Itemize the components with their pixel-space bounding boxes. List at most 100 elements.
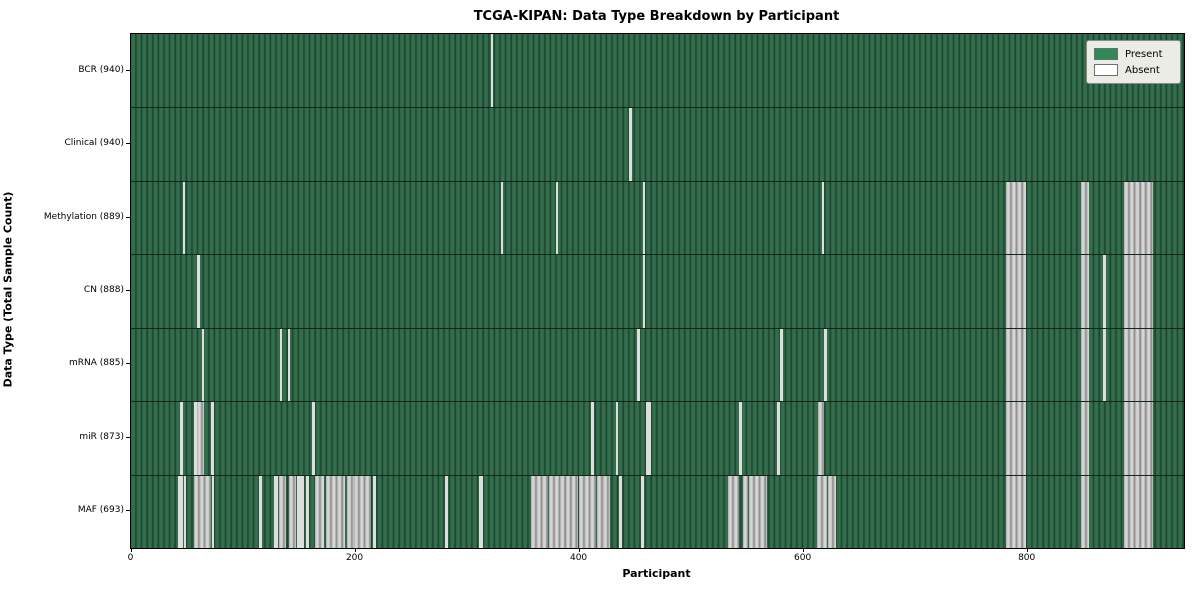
y-tick-mark — [126, 290, 130, 291]
absent-stripe — [742, 475, 749, 548]
absent-stripe — [1123, 181, 1153, 255]
data-row-maf — [131, 474, 1184, 548]
y-tick-mark — [126, 143, 130, 145]
absent-stripe — [548, 475, 578, 548]
absent-stripe — [500, 181, 503, 255]
plot-area — [130, 33, 1185, 549]
y-tick-mark — [126, 363, 130, 365]
legend: Present Absent — [1086, 40, 1181, 84]
absent-stripe — [201, 328, 204, 402]
absent-stripe — [824, 328, 827, 402]
absent-stripe — [555, 181, 558, 255]
absent-stripe — [637, 328, 640, 402]
absent-swatch-icon — [1094, 64, 1118, 76]
x-tick-mark — [578, 548, 580, 552]
absent-stripe — [372, 475, 377, 548]
absent-stripe — [1005, 181, 1027, 255]
absent-stripe — [1005, 402, 1027, 475]
absent-stripe — [1005, 475, 1027, 548]
absent-stripe — [178, 475, 183, 548]
absent-stripe — [1103, 328, 1106, 402]
y-tick-label: MAF (693) — [77, 505, 124, 516]
absent-stripe — [629, 108, 632, 181]
chart-title: TCGA-KIPAN: Data Type Breakdown by Parti… — [473, 9, 840, 24]
x-tick-label: 400 — [569, 553, 588, 563]
absent-stripe — [1080, 475, 1089, 548]
absent-stripe — [640, 475, 645, 548]
y-tick-label: miR (873) — [79, 431, 124, 442]
absent-stripe — [642, 181, 646, 255]
y-tick-mark — [126, 510, 130, 512]
absent-stripe — [347, 475, 354, 548]
legend-label-absent: Absent — [1125, 64, 1160, 76]
absent-stripe — [827, 475, 836, 548]
y-axis-title: Data Type (Total Sample Count) — [1, 191, 15, 388]
absent-stripe — [739, 402, 742, 475]
absent-stripe — [296, 475, 301, 548]
data-row-bcr — [131, 34, 1184, 108]
absent-stripe — [749, 475, 768, 548]
absent-stripe — [817, 402, 825, 475]
y-tick-label: CN (888) — [83, 285, 124, 295]
absent-stripe — [1123, 402, 1153, 475]
absent-stripe — [182, 181, 185, 255]
absent-stripe — [444, 475, 449, 548]
y-tick-mark — [126, 69, 130, 71]
absent-stripe — [1080, 181, 1089, 255]
absent-stripe — [616, 402, 619, 475]
absent-stripe — [197, 255, 201, 328]
legend-item-present: Present — [1094, 46, 1173, 62]
absent-stripe — [1005, 255, 1027, 328]
x-tick-mark — [802, 548, 804, 552]
absent-stripe — [183, 475, 186, 548]
x-axis-title: Participant — [622, 567, 691, 580]
absent-stripe — [779, 328, 783, 402]
x-tick-mark — [1026, 548, 1028, 552]
absent-stripe — [197, 402, 204, 475]
legend-item-absent: Absent — [1094, 62, 1173, 78]
absent-stripe — [591, 402, 594, 475]
absent-stripe — [210, 402, 214, 475]
absent-stripe — [287, 328, 291, 402]
absent-stripe — [274, 475, 278, 548]
x-tick-mark — [130, 548, 132, 552]
absent-stripe — [1080, 402, 1089, 475]
legend-label-present: Present — [1125, 48, 1163, 60]
absent-stripe — [642, 255, 646, 328]
absent-stripe — [300, 475, 304, 548]
y-tick-mark — [126, 216, 130, 218]
absent-stripe — [777, 402, 780, 475]
absent-stripe — [1005, 328, 1027, 402]
absent-stripe — [353, 475, 371, 548]
absent-stripe — [619, 475, 622, 548]
absent-stripe — [193, 475, 211, 548]
absent-stripe — [193, 402, 198, 475]
y-tick-mark — [126, 436, 130, 438]
absent-stripe — [314, 475, 324, 548]
absent-stripe — [816, 475, 827, 548]
absent-stripe — [278, 475, 286, 548]
absent-stripe — [822, 181, 825, 255]
data-row-mrna — [131, 327, 1184, 402]
absent-stripe — [1080, 255, 1089, 328]
absent-stripe — [490, 34, 493, 108]
x-tick-label: 600 — [794, 553, 812, 563]
y-tick-label: Clinical (940) — [64, 138, 124, 149]
y-tick-label: Methylation (889) — [43, 211, 124, 222]
y-tick-label: BCR (940) — [78, 64, 124, 75]
absent-stripe — [1123, 475, 1153, 548]
absent-stripe — [325, 475, 345, 548]
x-tick-label: 800 — [1018, 553, 1036, 563]
absent-stripe — [646, 402, 651, 475]
data-row-cn — [131, 254, 1184, 328]
absent-stripe — [479, 475, 483, 548]
absent-stripe — [279, 328, 283, 402]
absent-stripe — [180, 402, 183, 475]
absent-stripe — [211, 475, 214, 548]
absent-stripe — [579, 475, 596, 548]
x-tick-label: 200 — [345, 553, 364, 563]
x-tick-label: 0 — [127, 553, 134, 563]
y-tick-label: mRNA (885) — [69, 358, 124, 369]
absent-stripe — [728, 475, 740, 548]
